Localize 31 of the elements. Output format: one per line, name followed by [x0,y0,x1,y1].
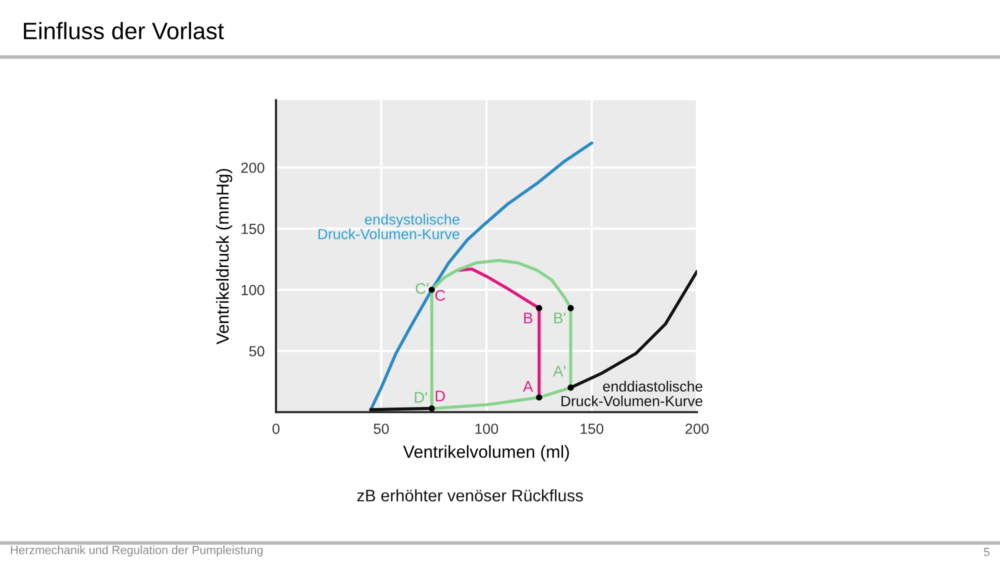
point [568,384,574,391]
text: zB erhöhter venöser Rückfluss [357,489,583,502]
annotation: A' [553,366,566,376]
y-tick-label: 100 [242,284,264,296]
x-axis-title: Ventrikelvolumen (ml) [403,445,569,462]
annotation: A [522,381,534,392]
point [536,394,542,401]
point [428,405,435,412]
annotation: D' [414,392,427,403]
text: 5 [984,548,990,556]
x-tick-label: 200 [686,424,709,434]
x-tick-label: 100 [475,424,498,434]
point [536,305,542,312]
point [568,305,574,312]
point [428,286,435,293]
annotation: enddiastolische Druck-Volumen-Kurve [562,380,702,406]
annotation: D [436,390,445,402]
x-tick-label: 150 [580,424,604,434]
annotation: endsystolische Druck-Volumen-Kurve [318,214,460,240]
x-tick-label: 50 [374,424,389,434]
text: Herzmechanik und Regulation der Pumpleistung [10,545,263,557]
y-axis-title: Ventrikeldruck (mmHg) [216,168,232,344]
y-tick-label: 200 [241,162,264,173]
annotation: B [524,312,532,324]
x-tick-label: 0 [272,424,280,434]
chart-title: Einfluss der Vorlast [24,22,224,40]
annotation: C [435,290,446,301]
annotation: C' [416,283,428,294]
annotation: B' [554,312,566,324]
y-tick-label: 150 [242,224,264,234]
y-tick-label: 50 [249,346,264,356]
